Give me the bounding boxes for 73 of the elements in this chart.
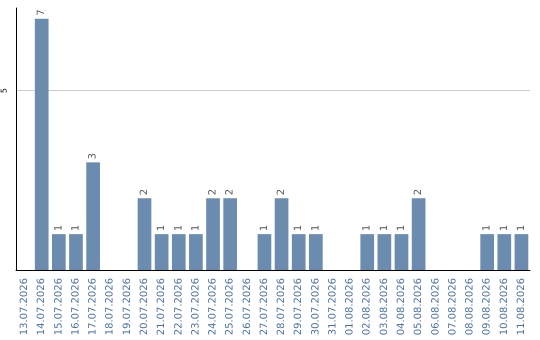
data-label: 1 (310, 224, 322, 232)
x-tick-label: 17.07.2026 (88, 278, 99, 336)
data-label: 1 (70, 224, 82, 232)
bar (480, 234, 494, 270)
bar (206, 198, 220, 270)
data-label: 2 (413, 188, 424, 196)
x-tick-label: 25.07.2026 (224, 278, 236, 336)
x-tick-label: 31.07.2026 (327, 278, 338, 336)
x-tick-label: 14.07.2026 (36, 278, 48, 336)
data-label: 2 (208, 188, 219, 196)
bar (360, 234, 374, 270)
bar (172, 234, 186, 270)
bar (189, 234, 203, 270)
bar (258, 234, 272, 270)
bar (69, 234, 83, 270)
data-label: 1 (378, 224, 390, 232)
bar (394, 234, 408, 270)
x-tick-label: 24.07.2026 (208, 278, 219, 336)
x-tick-label: 11.08.2026 (516, 278, 527, 336)
x-tick-label: 10.08.2026 (498, 278, 510, 336)
x-tick-label: 28.07.2026 (276, 278, 288, 336)
x-tick-label: 15.07.2026 (53, 278, 64, 336)
x-tick-label: 07.08.2026 (447, 278, 458, 336)
data-label: 2 (139, 188, 150, 196)
x-tick-label: 06.08.2026 (430, 278, 442, 336)
x-tick-label: 18.07.2026 (104, 278, 116, 336)
data-label: 1 (190, 224, 202, 232)
x-tick-label: 30.07.2026 (310, 278, 322, 336)
bar (412, 198, 426, 270)
x-tick-label: 16.07.2026 (70, 278, 82, 336)
data-label: 1 (498, 224, 510, 232)
data-label: 3 (88, 152, 99, 160)
bar (34, 18, 49, 270)
bar (274, 198, 288, 270)
data-label: 1 (362, 224, 373, 232)
data-label: 1 (173, 224, 184, 232)
x-tick-label: 04.08.2026 (396, 278, 407, 336)
data-label: 1 (293, 224, 304, 232)
x-tick-label: 03.08.2026 (378, 278, 390, 336)
bar (86, 162, 100, 270)
bar (138, 198, 152, 270)
bar (52, 234, 66, 270)
x-tick-label: 20.07.2026 (139, 278, 150, 336)
x-tick-label: 29.07.2026 (293, 278, 304, 336)
bar (378, 234, 392, 270)
data-label: 7 (36, 9, 48, 16)
x-tick-label: 01.08.2026 (344, 278, 356, 336)
bar (514, 234, 528, 270)
y-tick-label: 5 (0, 88, 8, 94)
data-label: 1 (258, 224, 270, 232)
data-label: 1 (396, 224, 407, 232)
data-label: 1 (516, 224, 527, 232)
x-tick-label: 21.07.2026 (156, 278, 168, 336)
bar (497, 234, 512, 270)
data-label: 1 (53, 224, 64, 232)
data-label: 1 (156, 224, 168, 232)
x-tick-label: 27.07.2026 (258, 278, 270, 336)
x-tick-label: 19.07.2026 (122, 278, 133, 336)
x-tick-label: 08.08.2026 (464, 278, 476, 336)
x-tick-label: 09.08.2026 (482, 278, 493, 336)
bar (308, 234, 323, 270)
data-label: 2 (224, 188, 236, 196)
x-tick-label: 13.07.2026 (19, 278, 30, 336)
x-tick-label: 26.07.2026 (242, 278, 253, 336)
bar (223, 198, 238, 270)
data-label: 1 (482, 224, 493, 232)
bar (154, 234, 168, 270)
x-tick-label: 23.07.2026 (190, 278, 202, 336)
x-tick-label: 05.08.2026 (413, 278, 424, 336)
x-tick-label: 02.08.2026 (362, 278, 373, 336)
data-label: 2 (276, 188, 288, 196)
x-tick-label: 22.07.2026 (173, 278, 184, 336)
bar (292, 234, 306, 270)
